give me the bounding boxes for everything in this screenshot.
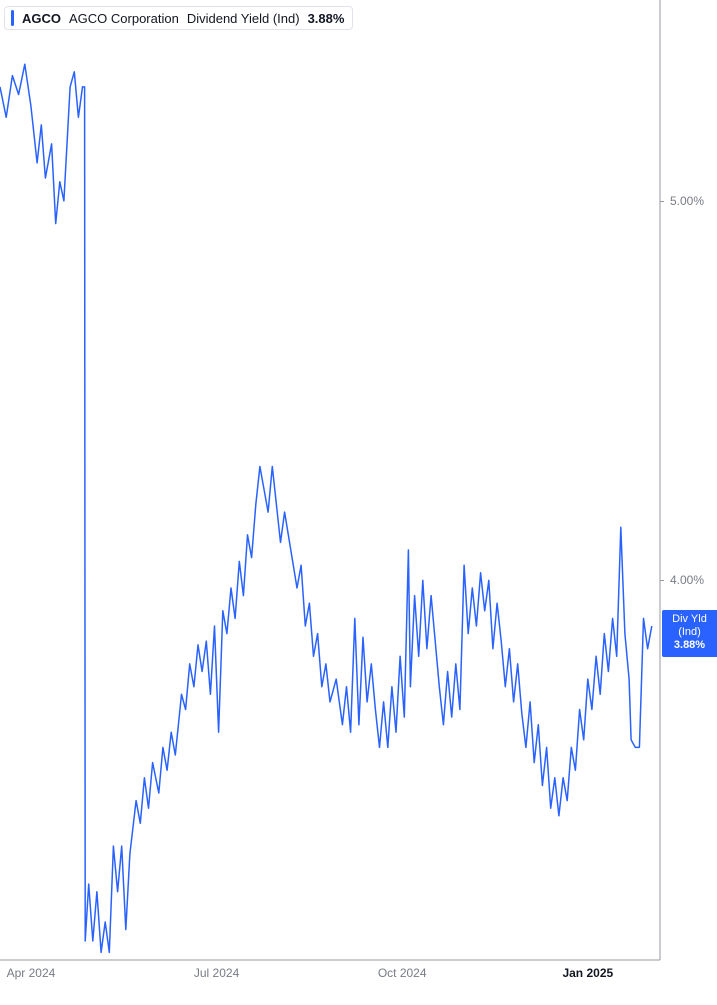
badge-value: 3.88% [668,639,711,652]
y-tick [660,580,664,581]
x-axis-label: Apr 2024 [7,966,56,980]
y-tick [660,201,664,202]
current-value-badge: Div Yld (Ind) 3.88% [662,610,717,657]
chart-line-series [0,0,717,1005]
x-axis-label: Oct 2024 [378,966,427,980]
badge-metric: Div Yld (Ind) [668,613,711,639]
y-axis-label: 5.00% [670,194,704,208]
x-axis-label: Jul 2024 [194,966,239,980]
y-axis-label: 4.00% [670,573,704,587]
x-axis-label: Jan 2025 [562,966,613,980]
